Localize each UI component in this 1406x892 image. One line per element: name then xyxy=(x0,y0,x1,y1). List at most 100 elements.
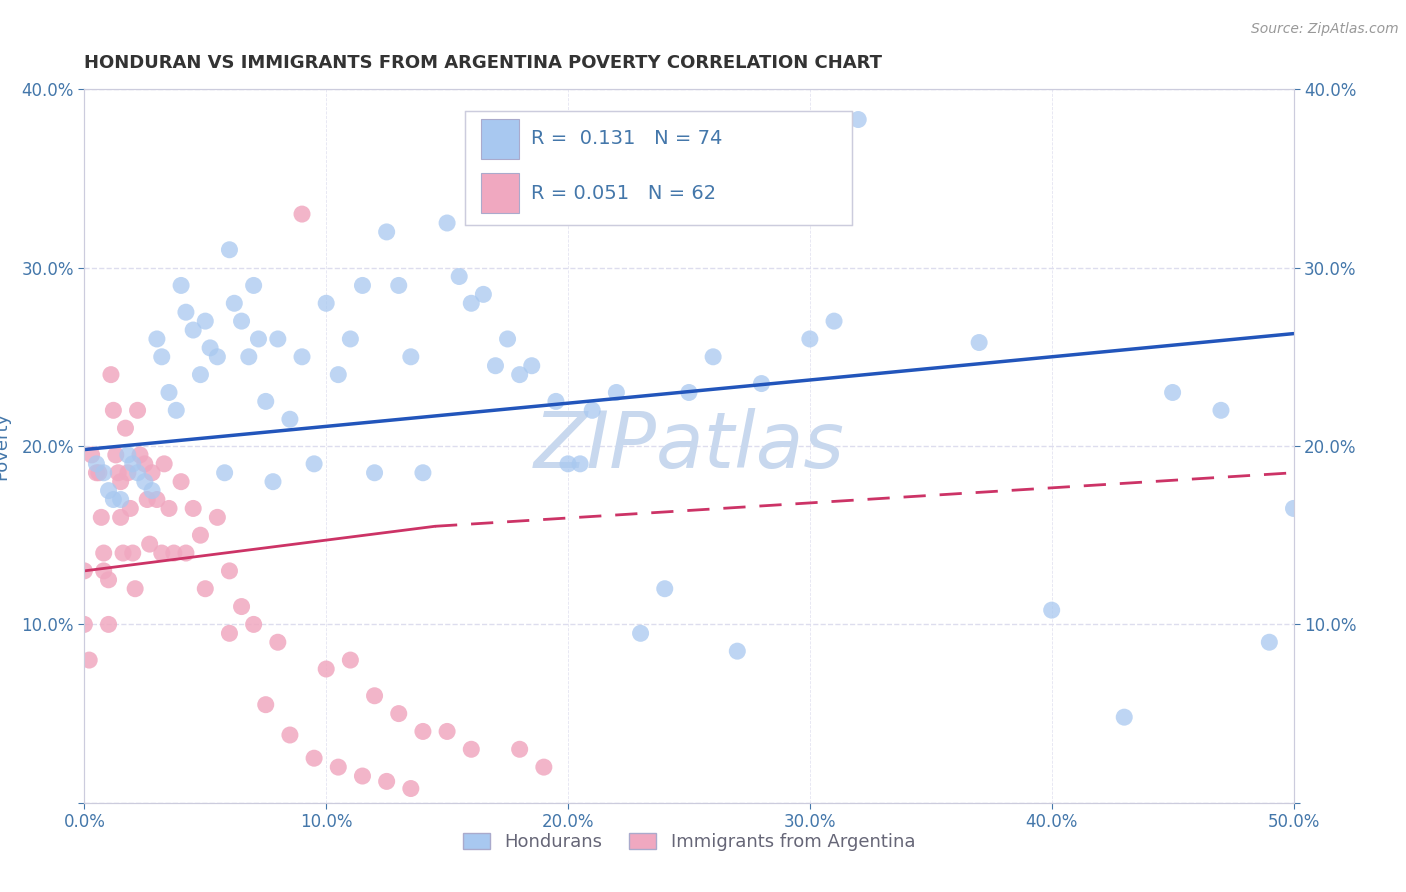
Point xyxy=(86,457,108,471)
Point xyxy=(920,46,942,61)
Point xyxy=(557,457,579,471)
Point xyxy=(103,403,125,417)
Y-axis label: Poverty: Poverty xyxy=(0,412,10,480)
Point xyxy=(110,475,132,489)
Point xyxy=(399,350,422,364)
Point xyxy=(127,403,149,417)
Point xyxy=(218,626,240,640)
Point xyxy=(520,359,543,373)
Point xyxy=(460,742,482,756)
Point xyxy=(238,350,260,364)
Point xyxy=(80,448,103,462)
Point xyxy=(967,335,990,350)
Point xyxy=(114,421,136,435)
Point xyxy=(90,510,112,524)
Point xyxy=(339,653,361,667)
Point xyxy=(315,296,337,310)
Point xyxy=(117,466,139,480)
Point xyxy=(157,385,180,400)
Point xyxy=(509,368,531,382)
Point xyxy=(112,546,135,560)
Point xyxy=(141,483,163,498)
Point xyxy=(120,501,142,516)
Point xyxy=(823,314,845,328)
Point xyxy=(388,706,411,721)
Point xyxy=(725,644,748,658)
Point xyxy=(702,350,724,364)
Point xyxy=(170,278,193,293)
Point xyxy=(93,546,115,560)
Point xyxy=(86,466,108,480)
Point xyxy=(352,769,374,783)
Point xyxy=(194,582,217,596)
Point xyxy=(207,510,229,524)
Point xyxy=(207,350,229,364)
Point xyxy=(678,385,700,400)
Point xyxy=(436,216,458,230)
Point xyxy=(291,207,314,221)
Point xyxy=(412,724,434,739)
Point xyxy=(121,546,143,560)
Point xyxy=(77,653,100,667)
Point xyxy=(194,314,217,328)
Point xyxy=(654,582,676,596)
Point xyxy=(181,323,204,337)
Point xyxy=(533,760,555,774)
Point xyxy=(97,617,120,632)
Point xyxy=(302,751,325,765)
Point xyxy=(218,243,240,257)
Point xyxy=(146,492,169,507)
Point xyxy=(254,698,277,712)
Text: Source: ZipAtlas.com: Source: ZipAtlas.com xyxy=(1251,22,1399,37)
Point xyxy=(146,332,169,346)
Point xyxy=(117,448,139,462)
Point xyxy=(278,728,301,742)
Point xyxy=(630,626,652,640)
Point xyxy=(569,457,592,471)
Point xyxy=(436,724,458,739)
Point xyxy=(339,332,361,346)
Point xyxy=(399,781,422,796)
Point xyxy=(73,564,96,578)
Point xyxy=(190,528,212,542)
Point xyxy=(174,305,197,319)
Point xyxy=(218,564,240,578)
Point xyxy=(484,359,506,373)
Point xyxy=(1040,603,1063,617)
Point xyxy=(104,448,127,462)
Point xyxy=(799,332,821,346)
Point xyxy=(97,483,120,498)
Point xyxy=(581,403,603,417)
Point xyxy=(138,537,160,551)
Point xyxy=(328,760,350,774)
Point xyxy=(150,350,173,364)
Point xyxy=(100,368,122,382)
Point xyxy=(247,332,270,346)
Point xyxy=(163,546,186,560)
Point xyxy=(352,278,374,293)
Point xyxy=(375,225,398,239)
Point xyxy=(262,475,284,489)
Point xyxy=(110,492,132,507)
Point xyxy=(174,546,197,560)
Point xyxy=(97,573,120,587)
Legend: Hondurans, Immigrants from Argentina: Hondurans, Immigrants from Argentina xyxy=(456,825,922,858)
Point xyxy=(315,662,337,676)
Point xyxy=(412,466,434,480)
Point xyxy=(136,492,159,507)
Point xyxy=(267,332,290,346)
Point xyxy=(254,394,277,409)
Point xyxy=(93,564,115,578)
Point xyxy=(496,332,519,346)
Point xyxy=(302,457,325,471)
Point xyxy=(1282,501,1305,516)
Point xyxy=(124,582,146,596)
Point xyxy=(214,466,236,480)
Point xyxy=(198,341,221,355)
Point xyxy=(449,269,471,284)
Point xyxy=(472,287,495,301)
Point xyxy=(224,296,246,310)
Point xyxy=(242,617,264,632)
Point xyxy=(509,742,531,756)
Point xyxy=(110,510,132,524)
